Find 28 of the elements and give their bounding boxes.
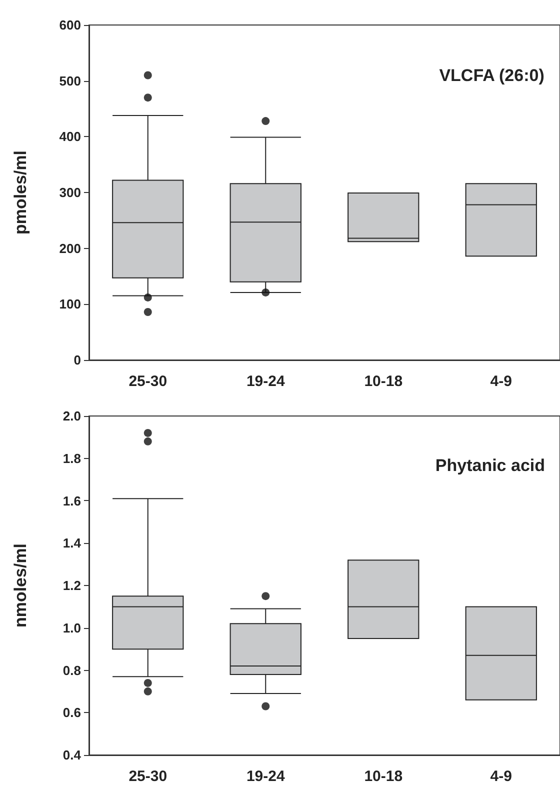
x-tick-label: 19-24	[246, 373, 286, 390]
x-tick-label: 4-9	[490, 768, 512, 785]
text: VLCFA (26:0)	[439, 66, 544, 85]
x-tick-label: 19-24	[246, 768, 286, 785]
x-tick-label: 25-30	[128, 768, 168, 785]
y-tick-label: 1.8	[62, 450, 81, 466]
y-tick-label: 1.4	[62, 536, 82, 551]
x-tick-label: 4-9	[490, 373, 512, 390]
y-tick-label: 0	[74, 352, 81, 368]
y-tick-label: 0.4	[62, 748, 82, 762]
y-tick-label: 400	[59, 129, 81, 144]
y-tick-label: 600	[59, 18, 81, 32]
x-tick-label: 10-18	[364, 373, 403, 390]
y-tick-label: 0.6	[62, 705, 81, 720]
y-tick-label: 100	[59, 296, 81, 312]
y-tick-label: 0.8	[62, 662, 81, 678]
y-axis-title: nmoles/ml	[11, 543, 30, 628]
x-tick-label: 10-18	[364, 768, 403, 785]
y-tick-label: 1.6	[62, 493, 81, 508]
y-tick-label: 1.0	[62, 620, 81, 636]
y-tick-label: 200	[59, 240, 81, 256]
text: Phytanic acid	[435, 456, 546, 475]
y-tick-label: 2.0	[62, 408, 81, 424]
y-tick-label: 300	[59, 185, 81, 200]
y-axis-title: pmoles/ml	[11, 150, 30, 235]
x-tick-label: 25-30	[128, 373, 168, 390]
y-tick-label: 1.2	[62, 578, 81, 593]
y-tick-label: 500	[59, 73, 81, 88]
